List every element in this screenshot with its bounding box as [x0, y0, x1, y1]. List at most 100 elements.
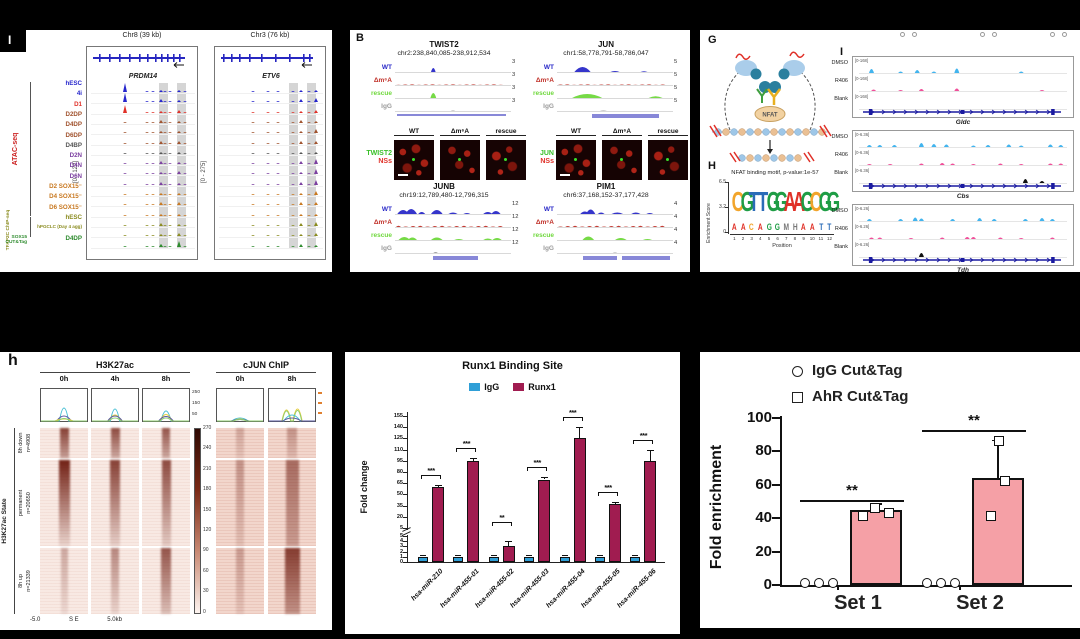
- signal-peak: [291, 152, 295, 154]
- track-row: [219, 165, 323, 177]
- profile-plot: [216, 388, 264, 422]
- atac-group-bracket: [30, 82, 31, 216]
- signal-peak: [158, 234, 163, 237]
- b-track-signal: [395, 68, 511, 73]
- track-row: [219, 186, 323, 197]
- signal-peak: [251, 163, 255, 165]
- i-track-signal: [859, 179, 1067, 184]
- ytick: [403, 483, 407, 485]
- gene-coords: chr6:37,168,152-37,177,428: [563, 192, 649, 199]
- signal-peak: [307, 121, 311, 123]
- signal-peak: [151, 224, 155, 226]
- sig-bracket: [491, 522, 512, 523]
- profile-plot: [142, 388, 190, 422]
- signal-peak: [251, 194, 255, 195]
- motif-xtick-label: 12: [827, 236, 833, 241]
- signal-peak: [151, 194, 155, 195]
- track-row: [91, 176, 195, 187]
- panel-ghi: G NFAT H: [700, 30, 1080, 272]
- track-row: [219, 217, 323, 228]
- signal-peak: [276, 204, 280, 206]
- i-gene-name: Tdh: [957, 267, 969, 272]
- signal-peak: [151, 142, 155, 144]
- b-track-scale: 5: [674, 59, 678, 65]
- signal-peak: [183, 245, 187, 247]
- gene-annotation-bar: [397, 114, 507, 116]
- runx1-error-cap: [611, 501, 619, 503]
- signal-peak: [307, 163, 311, 165]
- signal-peak: [176, 109, 181, 113]
- heatmap-xaxis-labels: -5.0 S E 5.0kb: [30, 617, 122, 623]
- ahr-point: [870, 502, 880, 513]
- b-track-signal: [557, 110, 673, 112]
- signal-peak: [251, 91, 255, 92]
- logo-letter-small: H: [792, 222, 798, 233]
- motif-xtick-label: 2: [741, 236, 745, 241]
- signal-peak: [158, 243, 163, 247]
- signal-peak: [298, 110, 303, 113]
- panel-b-tracks-imaging: B TWIST2 chr2:238,840,085-238,912,534 WT 3 Δ…: [350, 30, 690, 272]
- ytick: [772, 417, 780, 419]
- sig-stars: **: [968, 412, 980, 429]
- signal-peak: [145, 245, 149, 247]
- signal-peak: [145, 101, 149, 103]
- i-track-scale: [0-6.36]: [855, 132, 870, 137]
- microscopy-image: [394, 140, 434, 180]
- signal-peak: [176, 233, 181, 237]
- runx1-bar: [644, 460, 657, 562]
- i-track-signal: [859, 253, 1067, 258]
- coordinate-tick: [992, 32, 997, 37]
- signal-peak: [158, 172, 163, 175]
- legend-square-marker: [792, 392, 803, 403]
- condition-label: DMSO: [831, 208, 849, 214]
- signal-peak: [168, 173, 172, 175]
- signal-peak: [251, 245, 255, 247]
- track-row: [219, 196, 323, 208]
- b-track-scale: 3: [512, 98, 516, 104]
- block-n-label: n=21339: [26, 570, 32, 592]
- signal-peak: [145, 224, 149, 226]
- ytick: [403, 427, 407, 429]
- signal-peak: [291, 121, 295, 123]
- track-row: [91, 227, 195, 239]
- ytick: [403, 438, 407, 440]
- signal-peak: [176, 213, 181, 216]
- legend-label: Runx1: [528, 382, 556, 392]
- signal-peak: [307, 111, 311, 113]
- b-track-label: Δm⁶A: [535, 219, 554, 226]
- runx1-error-line: [649, 450, 651, 461]
- track-row: [91, 93, 195, 105]
- profile-plot: [40, 388, 88, 422]
- b-track-scale: 12: [512, 201, 519, 207]
- gene-coords: chr2:238,840,085-238,912,534: [397, 50, 491, 57]
- motif-ytick: [725, 207, 728, 208]
- ytick-label: 35: [396, 502, 403, 509]
- heatmap-block: [142, 548, 190, 614]
- signal-peak: [183, 91, 187, 92]
- motif-xtick-label: 1: [733, 236, 736, 241]
- atac-body: Chr8 (39 kb) PRDM14 [0 - 122] Chr3 (76 kb) E…: [0, 30, 332, 272]
- logo-letter-small: A: [757, 222, 763, 233]
- b-track-label: rescue: [371, 232, 392, 239]
- signal-peak: [145, 183, 149, 185]
- ahr-point: [986, 510, 996, 521]
- cjun-axis-dash: [318, 412, 322, 414]
- b-track-label: rescue: [371, 90, 392, 97]
- signal-peak: [307, 101, 311, 103]
- motif-xtick-label: 8: [793, 236, 797, 241]
- track-row: [91, 145, 195, 156]
- gene-name: PRDM14: [128, 73, 158, 80]
- signal-peak: [291, 132, 295, 134]
- gene-annotation-bar: [622, 256, 670, 260]
- signal-peak: [291, 163, 295, 165]
- nfat-protein: [754, 106, 786, 122]
- signal-peak: [123, 214, 127, 216]
- b-track-scale: 5: [674, 72, 678, 78]
- microscopy-image: [602, 140, 642, 180]
- b-track-signal: [395, 209, 511, 215]
- signal-peak: [145, 152, 149, 154]
- i-track-signal: [859, 68, 1067, 74]
- gene-annotation-bar: [591, 114, 660, 118]
- sig-stars: ***: [639, 431, 648, 441]
